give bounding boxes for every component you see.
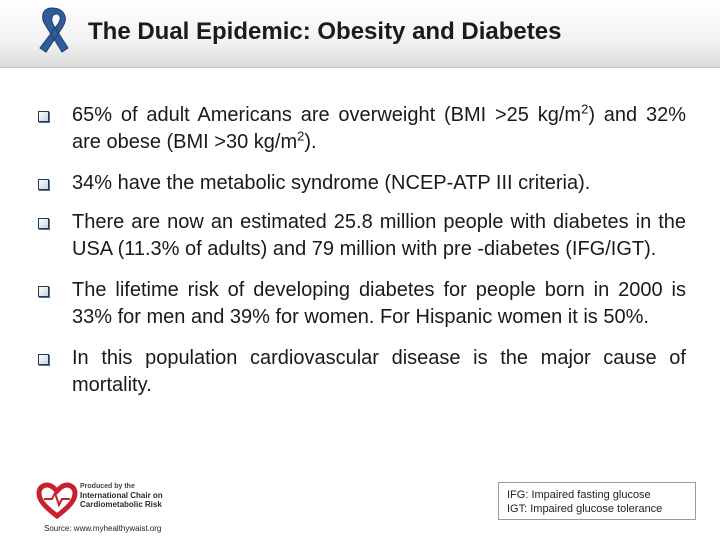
square-bullet-icon [38,179,49,190]
square-bullet-icon [38,354,49,365]
bullet-text: 65% of adult Americans are overweight (B… [72,101,686,153]
bullet-item-cardiovascular: In this population cardiovascular diseas… [38,345,686,399]
bullet-text: 34% have the metabolic syndrome (NCEP-AT… [72,172,591,194]
abbreviation-legend: IFG: Impaired fasting glucose IGT: Impai… [498,482,696,520]
bullet-item-lifetime-risk: The lifetime risk of developing diabetes… [38,277,686,331]
square-bullet-icon [38,286,49,297]
square-bullet-icon [38,218,49,229]
bullet-list: 65% of adult Americans are overweight (B… [38,102,686,399]
legend-ifg: IFG: Impaired fasting glucose [507,489,651,501]
producer-logo: Produced by the International Chair on C… [36,478,176,520]
slide-title: The Dual Epidemic: Obesity and Diabetes [88,18,562,45]
awareness-ribbon-icon [39,7,69,53]
source-text: Source: www.myhealthywaist.org [44,524,162,533]
legend-igt: IGT: Impaired glucose tolerance [507,503,663,515]
logo-text: Produced by the International Chair on C… [80,483,163,509]
bullet-item-metabolic-syndrome: 34% have the metabolic syndrome (NCEP-AT… [38,170,686,197]
bullet-text: In this population cardiovascular diseas… [72,347,686,396]
bullet-item-diabetes-prevalence: There are now an estimated 25.8 million … [38,209,686,263]
bullet-text: The lifetime risk of developing diabetes… [72,279,686,328]
heart-logo-icon [36,482,78,520]
square-bullet-icon [38,111,49,122]
slide-header: The Dual Epidemic: Obesity and Diabetes [0,0,720,68]
bullet-text: There are now an estimated 25.8 million … [72,211,686,260]
bullet-item-overweight: 65% of adult Americans are overweight (B… [38,102,686,156]
